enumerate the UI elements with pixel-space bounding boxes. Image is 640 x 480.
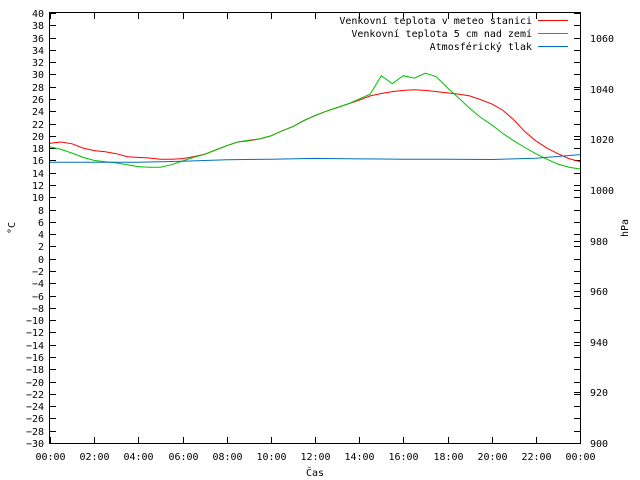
y2-tick-label-8: 1060 [590,34,614,45]
x-tick-label-2: 04:00 [123,452,153,463]
y-tick-label-8: −14 [26,341,44,352]
y-tick-label-2: −26 [26,414,44,425]
y-tick-label-33: 36 [32,34,44,45]
y-tick-label-21: 12 [32,181,44,192]
x-tick-label-9: 18:00 [433,452,463,463]
y2-tick-label-5: 1000 [590,186,614,197]
y-axis-label: °C [7,222,18,234]
y-tick-label-22: 14 [32,169,44,180]
y-tick-label-9: −12 [26,328,44,339]
y2-tick-label-0: 900 [590,439,608,450]
plot-area-frame [49,12,581,444]
x-tick-label-8: 16:00 [388,452,418,463]
x-tick-label-1: 02:00 [79,452,109,463]
y-tick-label-25: 20 [32,132,44,143]
y-tick-label-29: 28 [32,83,44,94]
x-tick-label-7: 14:00 [344,452,374,463]
y2-tick-label-1: 920 [590,388,608,399]
x-tick-label-10: 20:00 [477,452,507,463]
series-line-2 [50,154,581,163]
x-tick-label-5: 10:00 [256,452,286,463]
y-tick-label-28: 26 [32,95,44,106]
y-tick-label-23: 16 [32,156,44,167]
series-line-1 [49,72,581,170]
y-tick-label-20: 10 [32,193,44,204]
series-lines [49,72,581,170]
y2-tick-label-3: 960 [590,287,608,298]
y2-tick-label-4: 980 [590,237,608,248]
y2-tick-label-7: 1040 [590,85,614,96]
y-tick-label-3: −24 [26,402,44,413]
y-tick-label-4: −22 [26,390,44,401]
y-tick-label-26: 22 [32,120,44,131]
y-axis-ticks: −30−28−26−24−22−20−18−16−14−12−10−8−6−4−… [26,9,580,450]
x-tick-label-12: 00:00 [565,452,595,463]
y-tick-label-13: −4 [32,279,44,290]
y-tick-label-30: 30 [32,70,44,81]
y2-tick-label-6: 1020 [590,135,614,146]
y2-axis-ticks: 900 920 940 960 980 1000 1020 1040 1060 [574,34,614,450]
y-tick-label-31: 32 [32,58,44,69]
y-tick-label-7: −16 [26,353,44,364]
legend: Venkovní teplota v meteo stanici Venkovn… [339,15,568,53]
y-tick-label-24: 18 [32,144,44,155]
legend-label-0: Venkovní teplota v meteo stanici [339,15,532,27]
y-tick-label-12: −6 [32,292,44,303]
x-axis-label: Čas [306,466,324,479]
y-tick-label-34: 38 [32,21,44,32]
legend-label-1: Venkovní teplota 5 cm nad zemí [351,28,532,40]
y-tick-label-15: 0 [38,255,44,266]
y-tick-label-35: 40 [32,9,44,20]
y-tick-label-11: −8 [32,304,44,315]
x-tick-label-6: 12:00 [300,452,330,463]
y-tick-label-18: 6 [38,218,44,229]
x-tick-label-11: 22:00 [521,452,551,463]
y2-tick-label-2: 940 [590,338,608,349]
y-tick-label-19: 8 [38,206,44,217]
y-tick-label-14: −2 [32,267,44,278]
y-tick-label-5: −20 [26,378,44,389]
series-line-0 [49,89,581,163]
x-axis-ticks: 00:00 02:00 04:00 06:00 08:00 10:00 12:00 14:00… [35,13,596,463]
legend-label-2: Atmosférický tlak [430,41,532,53]
y-tick-label-0: −30 [26,439,44,450]
y-tick-label-16: 2 [38,242,44,253]
x-tick-label-4: 08:00 [212,452,242,463]
x-tick-label-0: 00:00 [35,452,65,463]
x-tick-label-3: 06:00 [168,452,198,463]
y-tick-label-10: −10 [26,316,44,327]
y-tick-label-6: −18 [26,365,44,376]
y-tick-label-17: 4 [38,230,44,241]
y-tick-label-27: 24 [32,107,44,118]
y-tick-label-1: −28 [26,427,44,438]
y2-axis-label: hPa [620,219,631,237]
y-tick-label-32: 34 [32,46,44,57]
